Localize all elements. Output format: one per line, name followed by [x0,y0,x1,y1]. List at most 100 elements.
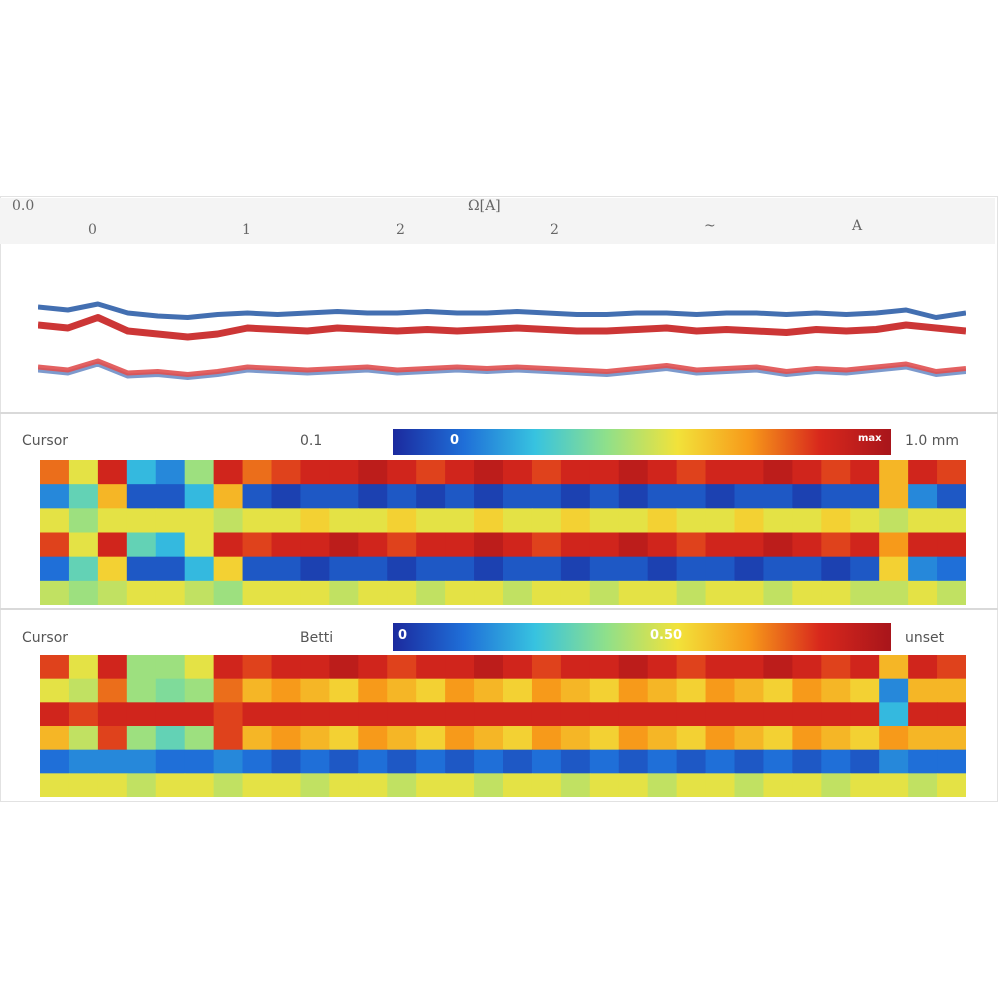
heatmap-cell [474,460,504,485]
heatmap-cell [879,678,909,703]
heatmap-cell [763,484,793,509]
heatmap-cell [97,726,128,751]
heatmap-cell [126,484,157,509]
heatmap-cell [242,508,273,534]
heatmap-cell [40,508,70,534]
heatmap-cell [763,580,793,605]
heatmap-cell [97,773,128,797]
heatmap-cell [242,532,273,558]
heatmap-cell [618,556,649,582]
heatmap-cell [589,773,620,797]
heatmap-cell [676,726,707,751]
heatmap-cell [763,655,793,680]
heatmap-cell [734,532,765,558]
heatmap-cell [531,655,562,680]
heatmap-cell [618,532,649,558]
heatmap-cell [560,655,591,680]
heatmap-cell [68,749,99,774]
heatmap-cell [358,460,388,485]
heatmap-cell [503,556,533,582]
heatmap-cell [97,484,128,509]
heatmap-cell [676,532,707,558]
heatmap-cell [589,655,620,680]
heatmap-cell [300,726,330,751]
heatmap-cell [676,678,707,703]
heatmap-cell [560,556,591,582]
heatmap-cell [908,773,938,797]
heatmap-cell [68,580,99,605]
heatmap-cell [68,556,99,582]
heatmap-cell [763,532,793,558]
heatmap-cell [474,556,504,582]
heatmap-cell [97,749,128,774]
heatmap-cell [300,484,330,509]
heatmap-cell [850,580,880,605]
colorbar-middle [393,429,891,455]
heatmap-cell [184,702,215,727]
heatmap-cell [503,702,533,727]
heatmap-cell [676,702,707,727]
heatmap-cell [184,580,215,605]
heatmap-cell [618,655,649,680]
heatmap-cell [705,580,736,605]
heatmap-cell [879,556,909,582]
colorbar-middle-label: 0 [450,433,460,448]
heatmap-cell [358,556,388,582]
heatmap-cell [416,702,446,727]
heatmap-cell [647,773,678,797]
heatmap-cell [300,749,330,774]
heatmap-cell [908,484,938,509]
heatmap-cell [908,726,938,751]
heatmap-cell [184,484,215,509]
heatmap-cell [531,678,562,703]
heatmap-cell [618,678,649,703]
heatmap-cell [445,556,475,582]
heatmap-cell [300,580,330,605]
heatmap-cell [821,460,851,485]
x-tick-label: A [852,218,863,234]
heatmap-cell [184,655,215,680]
heatmap-cell [213,460,244,485]
heatmap-cell [126,556,157,582]
heatmap-cell [184,749,215,774]
heatmap-cell [792,749,822,774]
heatmap-cell [445,460,475,485]
heatmap-cell [213,556,244,582]
heatmap-cell [792,508,822,534]
heatmap-cell [271,655,302,680]
heatmap-cell [126,655,157,680]
heatmap-cell [416,749,446,774]
heatmap-cell [792,556,822,582]
heatmap-cell [68,702,99,727]
heatmap-cell [879,508,909,534]
heatmap-cell [560,678,591,703]
heatmap-cell [937,749,966,774]
heatmap-cell [271,749,302,774]
heatmap-cell [792,580,822,605]
heatmap-cell [705,773,736,797]
x-tick-label: ~ [704,218,716,234]
heatmap-cell [705,749,736,774]
heatmap-cell [705,460,736,485]
heatmap-cell [155,580,186,605]
heatmap-cell [300,460,330,485]
heatmap-cell [850,702,880,727]
heatmap-cell [879,655,909,680]
heatmap-cell [126,532,157,558]
heatmap-cell [97,556,128,582]
heatmap-cell [242,726,273,751]
heatmap-cell [531,484,562,509]
heatmap-cell [589,508,620,534]
heatmap-cell [705,532,736,558]
heatmap-cell [763,556,793,582]
heatmap-cell [242,678,273,703]
heatmap-cell [560,749,591,774]
heatmap-cell [821,484,851,509]
heatmap-cell [416,580,446,605]
heatmap-cell [97,580,128,605]
heatmap-cell [155,726,186,751]
heatmap-cell [647,726,678,751]
line-series-4 [38,358,966,377]
heatmap-cell [850,655,880,680]
heatmap-cell [329,749,359,774]
